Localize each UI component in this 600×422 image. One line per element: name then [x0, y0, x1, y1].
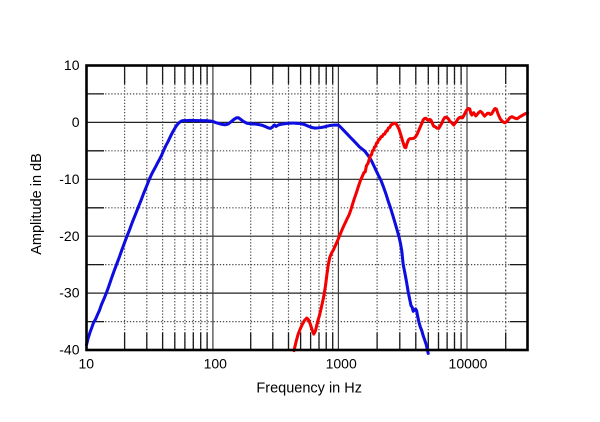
svg-text:-40: -40 — [59, 342, 79, 358]
svg-text:-10: -10 — [59, 171, 79, 187]
svg-text:10000: 10000 — [449, 355, 488, 371]
svg-text:-20: -20 — [59, 228, 79, 244]
svg-text:-30: -30 — [59, 285, 79, 301]
svg-text:100: 100 — [204, 355, 228, 371]
svg-text:10: 10 — [79, 355, 95, 371]
svg-text:Frequency in Hz: Frequency in Hz — [256, 381, 362, 397]
svg-text:Amplitude in dB: Amplitude in dB — [29, 153, 45, 255]
svg-text:1000: 1000 — [326, 355, 357, 371]
svg-text:0: 0 — [72, 114, 80, 130]
svg-text:10: 10 — [64, 57, 80, 73]
